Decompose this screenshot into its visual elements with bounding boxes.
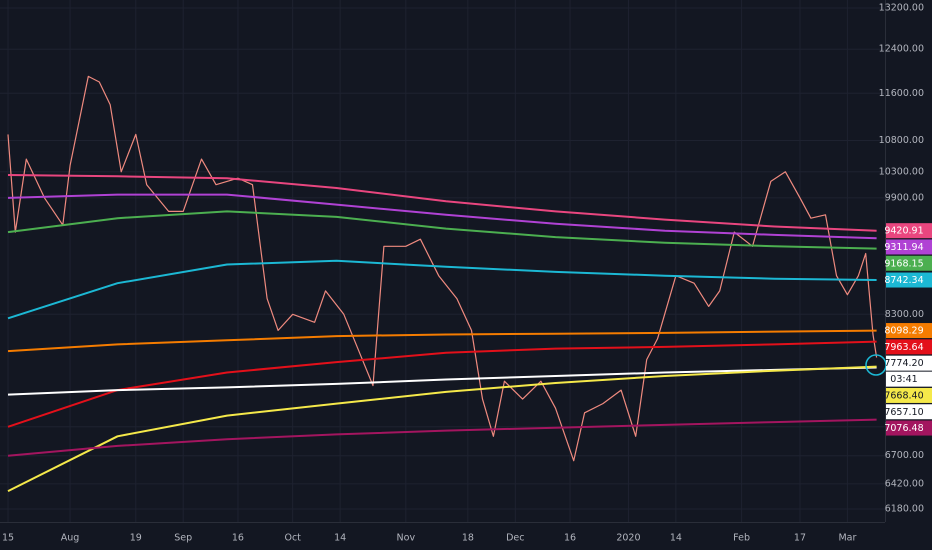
- price-badge-label: 7963.64: [884, 342, 923, 353]
- y-tick-label: 12400.00: [879, 44, 924, 55]
- x-tick-label: 2020: [616, 533, 640, 544]
- moving-average-line: [7, 193, 877, 240]
- y-tick-label: 6180.00: [885, 504, 924, 515]
- price-badge-label: 9168.15: [884, 258, 923, 269]
- price-badge-label: 9311.94: [884, 242, 923, 253]
- price-badge: [886, 323, 932, 339]
- moving-average-line: [7, 210, 877, 250]
- x-tick-label: 17: [794, 533, 806, 544]
- price-badge: [886, 239, 932, 255]
- moving-average-line: [7, 418, 877, 457]
- price-badge-label: 7668.40: [884, 390, 923, 401]
- price-badges: 9420.91 9311.94 9168.15 8742.34 8098.29 7963.…: [884, 223, 932, 436]
- y-tick-label: 6420.00: [885, 478, 924, 489]
- price-badge: [886, 404, 932, 420]
- countdown-badge: [886, 371, 932, 387]
- x-tick-label: 19: [130, 533, 142, 544]
- x-tick-label: 16: [564, 533, 576, 544]
- price-badge-label: 7774.20: [884, 358, 923, 369]
- y-tick-label: 10300.00: [879, 166, 924, 177]
- price-badge: [886, 355, 932, 371]
- y-tick-label: 9900.00: [885, 192, 924, 203]
- y-tick-label: 11600.00: [879, 88, 924, 99]
- moving-average-line: [7, 366, 877, 396]
- moving-average-line: [7, 340, 877, 428]
- x-tick-label: Sep: [174, 533, 192, 544]
- price-badge-label: 8742.34: [884, 275, 923, 286]
- y-tick-label: 8300.00: [885, 309, 924, 320]
- price-badge: [886, 255, 932, 271]
- moving-average-line: [7, 365, 877, 492]
- y-tick-label: 6700.00: [885, 450, 924, 461]
- x-tick-label: 18: [462, 533, 474, 544]
- countdown-label: 03:41: [890, 374, 917, 385]
- x-tick-label: Mar: [838, 533, 856, 544]
- x-tick-label: 14: [670, 533, 682, 544]
- x-tick-label: Oct: [284, 533, 301, 544]
- price-badge: [886, 387, 932, 403]
- y-tick-label: 10800.00: [879, 135, 924, 146]
- x-tick-label: Feb: [733, 533, 750, 544]
- y-tick-label: 13200.00: [879, 2, 924, 13]
- moving-average-line: [7, 329, 877, 353]
- price-badge: [886, 420, 932, 436]
- moving-average-line: [7, 174, 877, 232]
- x-tick-label: Aug: [61, 533, 80, 544]
- x-tick-label: 14: [334, 533, 346, 544]
- moving-average-line: [7, 259, 877, 320]
- price-badge-label: 9420.91: [884, 226, 923, 237]
- x-tick-label: 15: [2, 533, 14, 544]
- price-badge: [886, 339, 932, 355]
- price-badge-label: 8098.29: [884, 326, 923, 337]
- x-tick-label: Dec: [506, 533, 524, 544]
- price-line: [7, 75, 878, 462]
- price-badge: [886, 223, 932, 239]
- price-badge: [886, 272, 932, 288]
- price-badge-label: 7657.10: [884, 407, 923, 418]
- x-tick-label: Nov: [397, 533, 416, 544]
- price-badge-label: 7076.48: [884, 423, 923, 434]
- grid: [0, 0, 885, 522]
- series: [7, 75, 878, 492]
- x-tick-label: 16: [232, 533, 244, 544]
